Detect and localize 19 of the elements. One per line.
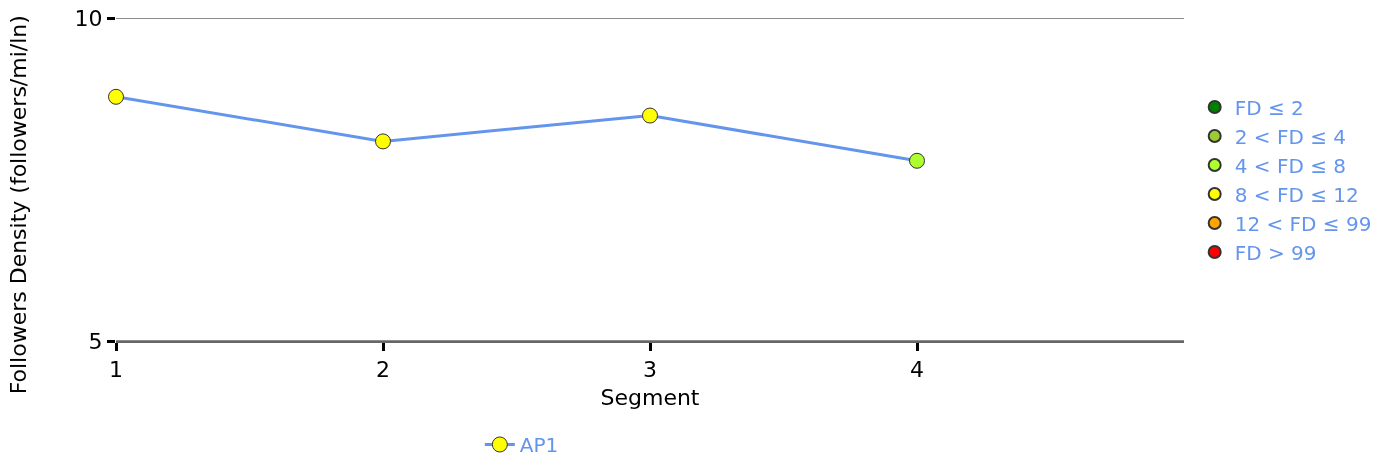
x-axis-title: Segment <box>600 384 700 410</box>
legend-label: 12 < FD ≤ 99 <box>1234 211 1372 236</box>
legend-label: 2 < FD ≤ 4 <box>1234 124 1346 149</box>
legend-label: 4 < FD ≤ 8 <box>1234 153 1346 178</box>
point <box>108 88 124 105</box>
y-tick-label: 5 <box>88 328 103 354</box>
x-tick-label: 3 <box>643 357 657 383</box>
x-tick-label: 4 <box>910 357 924 383</box>
point <box>642 107 658 124</box>
x-tick-label: 2 <box>376 357 390 383</box>
point <box>909 152 925 169</box>
legend-label: AP1 <box>519 433 559 458</box>
y-axis-title: Followers Density (followers/mi/ln) <box>5 15 31 395</box>
legend-label: FD > 99 <box>1234 240 1317 265</box>
point <box>375 133 391 150</box>
y-tick-label: 10 <box>74 5 103 31</box>
legend-label: FD ≤ 2 <box>1234 95 1304 120</box>
x-tick-label: 1 <box>109 357 123 383</box>
legend-label: 8 < FD ≤ 12 <box>1234 182 1359 207</box>
